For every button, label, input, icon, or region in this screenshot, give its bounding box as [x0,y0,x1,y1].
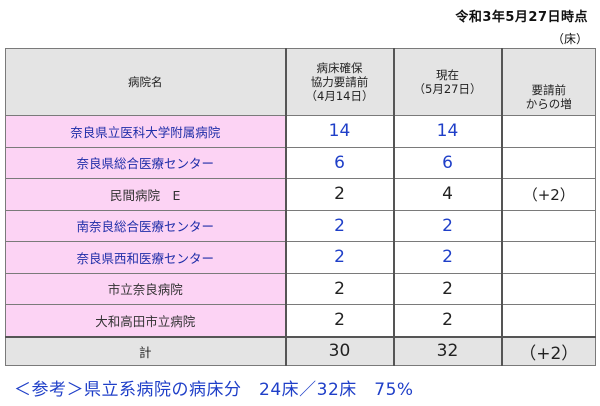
beds-increase [500,304,596,337]
header-increase-line-2: からの増 [525,97,572,111]
total-label: 計 [5,335,286,366]
beds-current: 2 [392,209,502,242]
table-row: 奈良県総合医療センター 6 6 [5,146,596,179]
table-row: 奈良県立医科大学附属病院 14 14 [5,115,596,148]
header-before-line-3: （4月14日） [305,89,374,103]
hospital-name: 市立奈良病院 [5,272,286,305]
beds-before: 2 [284,241,394,274]
beds-increase [500,272,596,305]
beds-current: 6 [392,146,502,179]
beds-before: 2 [284,272,394,305]
beds-before: 2 [284,178,394,211]
header-current-line-2: （5月27日） [413,82,482,96]
beds-increase [500,209,596,242]
total-current: 32 [392,335,502,366]
header-before-line-1: 病床確保 [316,61,363,75]
total-row: 計 30 32 （+2） [5,335,596,366]
unit-label: （床） [551,32,588,46]
header-hospital-name: 病院名 [5,48,286,116]
header-increase-line-1: 要請前 [531,83,567,97]
beds-before: 2 [284,304,394,337]
table-row: 大和高田市立病院 2 2 [5,304,596,337]
beds-current: 2 [392,304,502,337]
beds-before: 14 [284,115,394,148]
beds-increase: （+2） [500,178,596,211]
total-before: 30 [284,335,394,366]
table-row: 奈良県西和医療センター 2 2 [5,241,596,274]
beds-current: 2 [392,241,502,274]
as-of-date: 令和3年5月27日時点 [455,10,588,25]
table-row: 市立奈良病院 2 2 [5,272,596,305]
table-header-row: 病院名 病床確保 協力要請前 （4月14日） 現在 （5月27日） 要請前 から… [5,48,596,116]
total-increase: （+2） [500,335,596,366]
table-row: 南奈良総合医療センター 2 2 [5,209,596,242]
header-current-line-1: 現在 [436,68,459,82]
hospital-name: 奈良県総合医療センター [5,146,286,179]
header-before-request: 病床確保 協力要請前 （4月14日） [284,48,394,116]
beds-current: 4 [392,178,502,211]
hospital-name: 大和高田市立病院 [5,304,286,337]
table-row: 民間病院 E 2 4 （+2） [5,178,596,211]
hospital-name: 奈良県西和医療センター [5,241,286,274]
beds-current: 2 [392,272,502,305]
beds-current: 14 [392,115,502,148]
hospital-name: 民間病院 E [5,178,286,211]
beds-increase [500,146,596,179]
hospital-beds-table: 病院名 病床確保 協力要請前 （4月14日） 現在 （5月27日） 要請前 から… [5,48,596,366]
header-before-line-2: 協力要請前 [310,75,369,89]
reference-note: ＜参考＞県立系病院の病床分 24床／32床 75% [14,380,414,400]
beds-increase [500,241,596,274]
beds-before: 6 [284,146,394,179]
beds-increase [500,115,596,148]
beds-before: 2 [284,209,394,242]
header-current: 現在 （5月27日） [392,48,502,116]
header-increase: 要請前 からの増 [500,48,596,116]
hospital-name: 南奈良総合医療センター [5,209,286,242]
hospital-name: 奈良県立医科大学附属病院 [5,115,286,148]
